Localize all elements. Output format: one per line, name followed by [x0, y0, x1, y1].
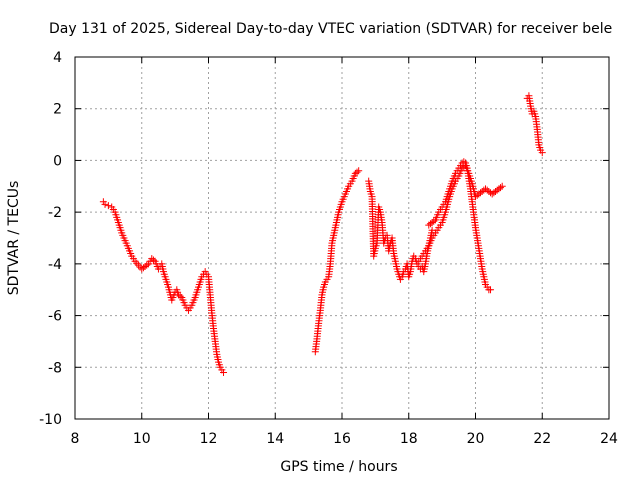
y-tick-label: -4 [48, 257, 62, 273]
data-point [101, 200, 109, 208]
data-point [176, 292, 184, 300]
x-tick-label: 8 [71, 431, 80, 447]
y-tick-label: 2 [53, 102, 62, 118]
series-segment-5 [415, 162, 506, 265]
y-tick-label: -10 [39, 412, 62, 428]
data-point [497, 184, 505, 192]
y-tick-label: -8 [48, 360, 62, 376]
x-axis-label: GPS time / hours [280, 459, 397, 475]
plot-frame [74, 56, 610, 420]
data-point [487, 286, 495, 294]
y-tick-label: -6 [48, 309, 62, 325]
y-tick-label: 4 [53, 50, 62, 66]
series-segment-1 [99, 198, 228, 376]
x-tick-label: 24 [600, 431, 618, 447]
series-segment-6 [523, 92, 546, 157]
x-tick-label: 16 [333, 431, 351, 447]
data-point [220, 368, 228, 376]
data-points [99, 92, 546, 376]
data-point [104, 202, 112, 210]
series-segment-2 [311, 167, 363, 356]
x-tick-label: 22 [533, 431, 551, 447]
data-point [355, 167, 363, 175]
y-axis-label: SDTVAR / TECUs [6, 181, 22, 296]
data-point [143, 261, 151, 269]
data-point [149, 256, 157, 264]
y-tick-label: 0 [53, 153, 62, 169]
x-tick-label: 10 [133, 431, 151, 447]
data-point [353, 168, 361, 176]
x-tick-label: 12 [200, 431, 218, 447]
x-tick-label: 18 [400, 431, 418, 447]
y-tick-label: -2 [48, 205, 62, 221]
data-point [498, 182, 506, 190]
x-tick-label: 20 [467, 431, 485, 447]
data-point [538, 149, 546, 157]
x-tick-label: 14 [266, 431, 284, 447]
chart-title: Day 131 of 2025, Sidereal Day-to-day VTE… [49, 21, 612, 37]
data-point [430, 217, 438, 225]
